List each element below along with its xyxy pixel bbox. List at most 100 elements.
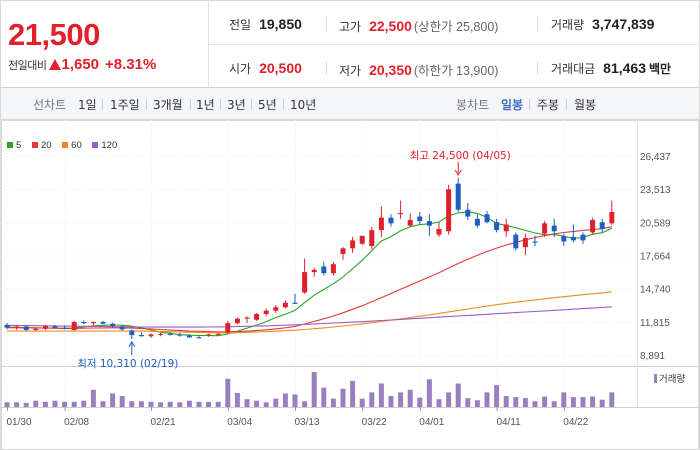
candle-body (436, 229, 442, 235)
period-3y[interactable]: 3년 (227, 98, 246, 112)
tab-monthly[interactable]: 월봉 (574, 98, 597, 112)
trade-value: 81,463 (603, 60, 646, 76)
candle-body (551, 225, 557, 232)
ma-line-60 (7, 291, 612, 334)
legend-label: 60 (71, 140, 82, 151)
candle-body (580, 234, 586, 241)
volume-bar (158, 402, 164, 407)
candle-body (388, 217, 394, 224)
volume-bar (62, 401, 68, 407)
volume-bar (551, 401, 557, 407)
legend-label: 5 (16, 140, 22, 151)
volume-bar (532, 401, 538, 407)
legend-label: 20 (40, 140, 52, 151)
period-1w[interactable]: 1주일 (110, 98, 140, 112)
candle-body (273, 307, 279, 311)
candle-body (426, 221, 432, 226)
candle-body (599, 222, 605, 230)
volume-bar (119, 396, 125, 407)
volume-bar (426, 379, 432, 407)
y-tick-label: 20,589 (640, 218, 671, 229)
volume-bar (330, 398, 336, 407)
volume-bar (273, 398, 279, 407)
y-tick-label: 26,437 (640, 152, 671, 163)
volume-bar (417, 397, 423, 407)
volume-bar (503, 396, 509, 407)
open-value: 20,500 (259, 60, 302, 76)
lower-limit: (하한가 13,900) (413, 64, 499, 78)
candle-body (244, 317, 250, 319)
open-stat: 시가 20,500 (229, 60, 302, 77)
legend-swatch (92, 142, 99, 148)
volume-bar (465, 398, 471, 407)
trade-value-stat: 거래대금 81,463 백만 (551, 60, 671, 77)
x-tick-label: 03/04 (227, 417, 252, 428)
candle-chart-label: 봉차트 (456, 98, 490, 112)
divider (220, 99, 221, 110)
divider (529, 99, 530, 110)
open-label: 시가 (229, 62, 252, 76)
volume-bar (599, 399, 605, 407)
period-1y[interactable]: 1년 (196, 98, 215, 112)
candle-body (225, 323, 231, 333)
volume-legend-label: 거래량 (659, 374, 686, 385)
candle-body (100, 322, 106, 324)
change-amount: 1,650 (61, 56, 100, 73)
volume-bar (244, 399, 250, 407)
volume-bar (494, 385, 500, 407)
tab-weekly[interactable]: 주봉 (537, 98, 560, 112)
candle-body (311, 269, 317, 273)
volume-bar (302, 401, 308, 407)
volume-bar (484, 392, 490, 407)
prev-close-label: 전일 (229, 18, 252, 32)
volume-bar (513, 397, 519, 407)
candle-body (215, 333, 221, 335)
volume-bar (100, 401, 106, 407)
candle-body (254, 314, 260, 320)
candle-body (148, 334, 154, 337)
legend-swatch (31, 142, 38, 148)
period-3m[interactable]: 3개월 (153, 98, 183, 112)
volume-bar (570, 397, 576, 407)
period-10y[interactable]: 10년 (290, 98, 317, 112)
min-annotation: 최저 10,310 (02/19) (77, 358, 178, 370)
candle-body (340, 248, 346, 254)
upper-limit: (상한가 25,800) (413, 20, 499, 34)
volume-stat: 거래량 3,747,839 (551, 16, 654, 33)
volume-bar (42, 401, 48, 407)
candle-body (590, 219, 596, 233)
candle-body (33, 328, 39, 330)
max-annotation: 최고 24,500 (04/05) (410, 150, 511, 162)
divider (537, 17, 538, 31)
candle-body (167, 333, 173, 335)
candle-body (407, 219, 413, 226)
candle-body (570, 236, 576, 241)
tab-daily[interactable]: 일봉 (501, 98, 524, 112)
volume-bar (609, 392, 615, 407)
period-1d[interactable]: 1일 (78, 98, 97, 112)
candle-body (484, 214, 490, 223)
volume-bar (542, 396, 548, 407)
candle-body (90, 322, 96, 324)
volume-bar (311, 372, 317, 407)
candle-body (129, 330, 135, 336)
period-toolbar: 선차트 1일 1주일 3개월 1년 3년 5년 10년 봉차트 일봉 주봉 월봉 (0, 88, 700, 120)
change-percent: +8.31% (105, 56, 157, 73)
volume-bar (369, 392, 375, 407)
volume-bar (561, 392, 567, 407)
volume-bar (350, 380, 356, 407)
candle-body (81, 322, 87, 324)
volume-bar (455, 383, 461, 407)
candle-body (503, 224, 509, 232)
period-5y[interactable]: 5년 (258, 98, 277, 112)
change-label: 전일대비 (8, 59, 47, 72)
volume-label: 거래량 (551, 18, 585, 32)
candle-body (321, 266, 327, 274)
candle-body (369, 230, 375, 247)
chart-canvas: 26,437 23,513 20,589 17,664 14,740 11,815 8,89… (1, 120, 699, 450)
candle-body (62, 327, 68, 329)
price-chart[interactable]: 26,437 23,513 20,589 17,664 14,740 11,815 8,89… (0, 120, 700, 450)
y-tick-label: 11,815 (640, 318, 670, 329)
candle-body (532, 241, 538, 243)
volume-bar (225, 378, 231, 407)
